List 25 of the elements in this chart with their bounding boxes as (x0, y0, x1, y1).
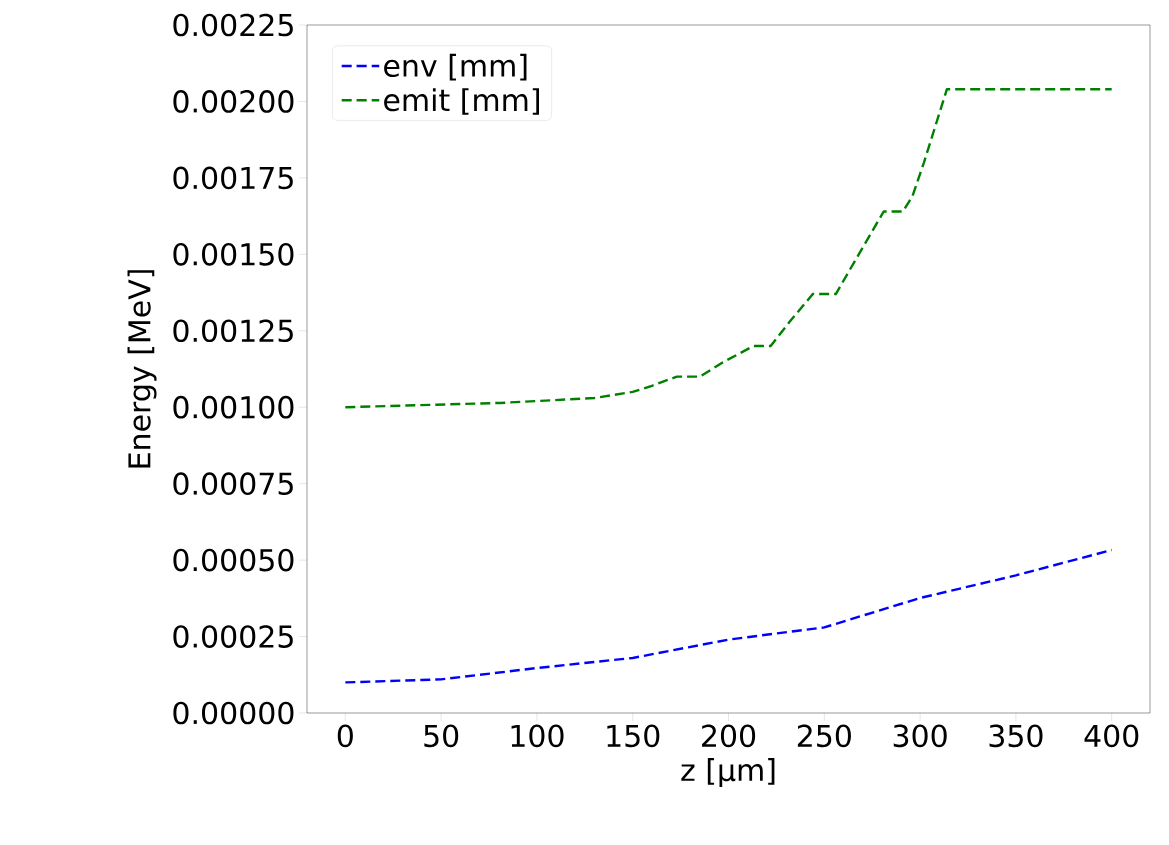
y-tick-label: 0.00200 (173, 90, 294, 113)
y-tick-label: 0.00125 (173, 319, 293, 343)
y-tick-label: 0.00225 (173, 13, 293, 37)
y-tick-label: 0.00175 (173, 166, 293, 190)
x-tick-label: 350 (989, 724, 1043, 748)
x-tick-label: 100 (511, 724, 564, 748)
y-tick-label: 0.00075 (173, 472, 293, 495)
x-tick-label: 0 (337, 724, 353, 748)
x-tick-label: 250 (797, 724, 851, 748)
y-axis-title: Energy [MeV] (127, 270, 157, 468)
legend-label: env [mm] (384, 53, 527, 81)
x-tick-label: 150 (607, 724, 660, 748)
y-tick-label: 0.00100 (173, 395, 294, 419)
y-tick-label: 0.00000 (173, 701, 294, 725)
y-tick-label: 0.00025 (173, 625, 293, 648)
legend-label: emit [mm] (384, 88, 539, 115)
line-series (344, 88, 1113, 409)
x-tick-label: 50 (424, 724, 459, 748)
x-tick-label: 300 (893, 724, 947, 748)
y-tick-label: 0.00050 (173, 548, 294, 572)
y-tick-label: 0.00150 (173, 242, 294, 266)
line-series (344, 548, 1113, 684)
x-tick-label: 200 (702, 724, 756, 748)
x-axis-title: z [μm] (681, 758, 775, 788)
x-tick-label: 400 (1084, 724, 1139, 748)
